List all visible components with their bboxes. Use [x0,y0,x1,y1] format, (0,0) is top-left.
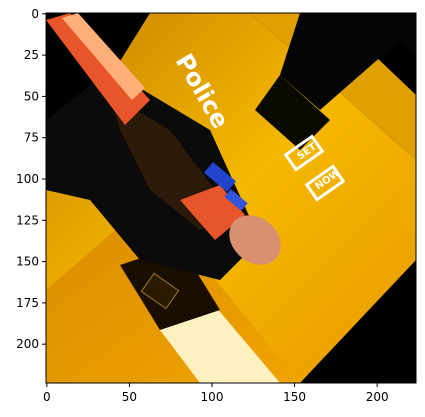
y-tick-label: 0 [31,7,39,21]
y-tick-label: 175 [16,296,39,310]
y-tick-label: 100 [16,172,39,186]
red-pole [46,13,150,125]
face-glow [229,215,281,265]
y-tick-label: 150 [16,255,39,269]
y-tick-label: 125 [16,213,39,227]
door-sign [140,272,180,310]
y-tick-label: 200 [16,337,39,351]
x-tick-label: 50 [122,390,137,404]
photo: Police SET NOW [46,13,416,383]
sign-box-1 [283,134,325,172]
x-tick-label: 200 [366,390,389,404]
x-axis-ticks: 0 50 100 150 200 [43,383,389,404]
x-tick-label: 0 [43,390,51,404]
axes-frame [45,12,417,384]
blue-object-2 [224,189,248,211]
black-corner [280,13,416,110]
sign-box-2 [304,164,346,202]
black-gap [255,75,330,150]
red-pole-shine [62,13,145,100]
blue-object [204,161,236,193]
y-tick-label: 50 [24,89,39,103]
y-axis-ticks: 0 25 50 75 100 125 150 175 200 [16,7,46,351]
y-tick-label: 75 [24,131,39,145]
x-tick-label: 100 [201,390,224,404]
x-tick-label: 150 [283,390,306,404]
y-tick-label: 25 [24,48,39,62]
white-stripe [160,300,280,383]
